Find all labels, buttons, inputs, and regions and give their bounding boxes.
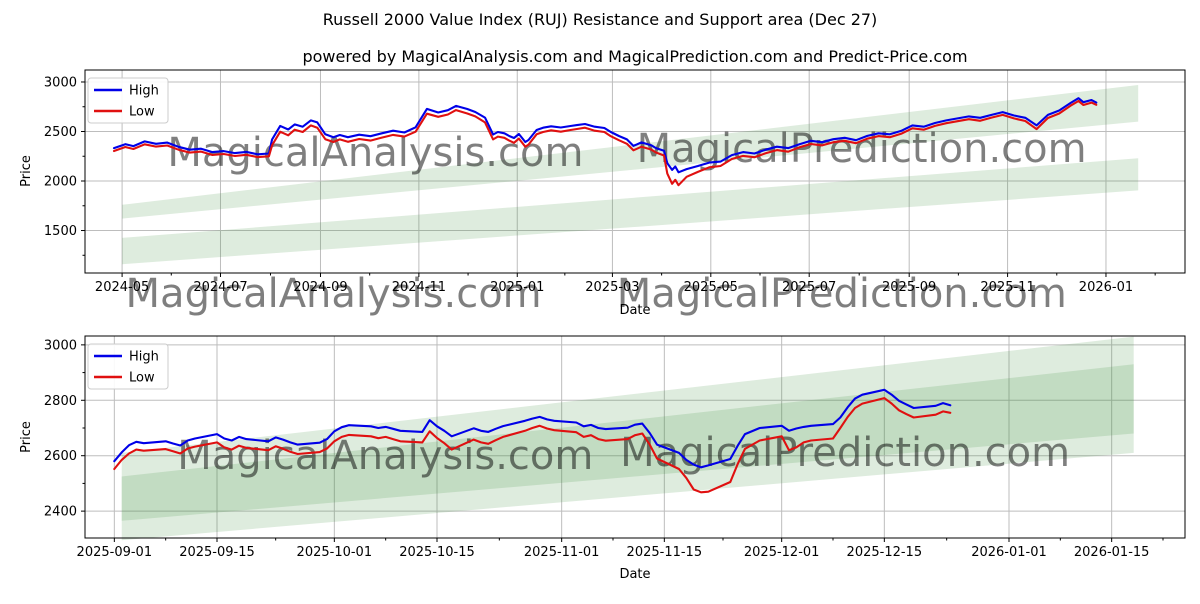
high-line bbox=[113, 388, 952, 469]
x-tick-label: 2025-09-01 bbox=[77, 545, 153, 560]
x-tick-label: 2025-10-01 bbox=[297, 545, 373, 560]
x-tick-label: 2025-03 bbox=[585, 280, 639, 295]
y-tick-label: 2500 bbox=[44, 125, 77, 140]
x-tick-label: 2024-07 bbox=[193, 280, 247, 295]
overview-ylabel: Price bbox=[19, 155, 34, 187]
legend: High Low bbox=[87, 77, 169, 124]
x-tick-label: 2026-01 bbox=[1079, 280, 1133, 295]
watermark-text: MagicalAnalysis.com bbox=[177, 433, 593, 479]
low-line bbox=[113, 397, 952, 494]
support-area bbox=[122, 158, 1139, 265]
plot-frame bbox=[84, 69, 1186, 274]
y-tick-label: 3000 bbox=[44, 75, 77, 90]
plot-frame bbox=[84, 335, 1186, 539]
y-tick-label: 2000 bbox=[44, 175, 77, 190]
x-tick-label: 2025-12-01 bbox=[744, 545, 820, 560]
x-tick-label: 2026-01-01 bbox=[971, 545, 1047, 560]
watermark-text: MagicalPrediction.com bbox=[637, 126, 1087, 172]
watermark-text: MagicalAnalysis.com bbox=[126, 271, 542, 317]
legend-high-label: High bbox=[129, 84, 159, 99]
x-tick-label: 2025-12-15 bbox=[847, 545, 923, 560]
watermark-text: MagicalPrediction.com bbox=[617, 271, 1067, 317]
y-tick-label: 3000 bbox=[44, 338, 77, 353]
resistance-area bbox=[122, 85, 1139, 219]
x-tick-label: 2025-11 bbox=[980, 280, 1034, 295]
detail-ylabel: Price bbox=[19, 421, 34, 453]
y-tick-label: 2800 bbox=[44, 394, 77, 409]
high-line bbox=[112, 97, 1098, 174]
legend-low-label: Low bbox=[129, 371, 155, 386]
y-tick-label: 1500 bbox=[44, 224, 77, 239]
legend: High Low bbox=[87, 343, 169, 390]
overview-chart: MagicalAnalysis.com MagicalPrediction.com… bbox=[44, 69, 1186, 317]
x-tick-label: 2025-09-15 bbox=[179, 545, 255, 560]
x-tick-label: 2024-05 bbox=[95, 280, 149, 295]
figure-subtitle: powered by MagicalAnalysis.com and Magic… bbox=[302, 47, 967, 66]
x-tick-label: 2025-11-15 bbox=[627, 545, 703, 560]
legend-high-label: High bbox=[129, 350, 159, 365]
watermark-text: MagicalPrediction.com bbox=[620, 430, 1070, 476]
legend-low-label: Low bbox=[129, 105, 155, 120]
x-tick-label: 2026-01-15 bbox=[1074, 545, 1150, 560]
detail-xlabel: Date bbox=[619, 567, 650, 582]
x-tick-label: 2024-11 bbox=[392, 280, 446, 295]
x-tick-label: 2025-05 bbox=[684, 280, 738, 295]
low-line bbox=[112, 99, 1098, 187]
x-tick-label: 2024-09 bbox=[293, 280, 347, 295]
x-tick-label: 2025-07 bbox=[782, 280, 836, 295]
x-tick-label: 2025-10-15 bbox=[399, 545, 475, 560]
y-tick-label: 2400 bbox=[44, 505, 77, 520]
detail-chart: MagicalAnalysis.com MagicalPrediction.com… bbox=[44, 335, 1186, 560]
overview-xlabel: Date bbox=[619, 303, 650, 318]
x-tick-label: 2025-01 bbox=[490, 280, 544, 295]
x-tick-label: 2025-09 bbox=[882, 280, 936, 295]
figure-title: Russell 2000 Value Index (RUJ) Resistanc… bbox=[323, 10, 878, 29]
x-tick-label: 2025-11-01 bbox=[524, 545, 600, 560]
y-tick-label: 2600 bbox=[44, 449, 77, 464]
support-area bbox=[121, 364, 1134, 541]
